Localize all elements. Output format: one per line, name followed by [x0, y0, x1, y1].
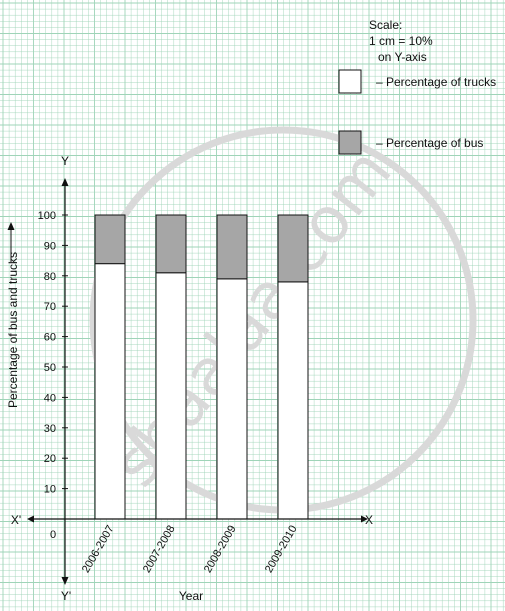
- bar-bus-1: [94, 214, 126, 265]
- y-tick-label: 100: [38, 210, 56, 222]
- y-ticks: 10 20 30 40 50 60 70 80 90 100: [38, 210, 68, 496]
- origin-label: 0: [50, 529, 56, 541]
- axis-label-x-pos: X: [365, 513, 373, 527]
- axis-label-y-pos: Y: [61, 154, 69, 168]
- y-tick-label: 50: [44, 362, 56, 374]
- scale-note: Scale: 1 cm = 10% on Y-axis: [369, 18, 433, 64]
- legend-swatch-trucks: [338, 69, 362, 94]
- scale-line-3: on Y-axis: [378, 50, 427, 64]
- bar-trucks-3: [216, 278, 248, 520]
- bar-trucks-4: [277, 281, 309, 520]
- bar-bus-3: [216, 214, 248, 280]
- bar-bus-2: [155, 214, 187, 274]
- x-category-label: 2007-2008: [141, 524, 178, 576]
- y-tick-label: 80: [44, 271, 56, 283]
- x-axis-label: Year: [179, 589, 203, 603]
- x-axis-arrow-neg: [27, 515, 34, 523]
- x-axis-arrow: [361, 515, 368, 523]
- y-tick-label: 60: [44, 332, 56, 344]
- y-axis-title: Percentage of bus and trucks: [6, 252, 20, 408]
- bar-trucks-2: [155, 272, 187, 520]
- y-tick-label: 40: [44, 392, 56, 404]
- legend: – Percentage of trucks – Percentage of b…: [338, 69, 496, 155]
- y-axis-label: Percentage of bus and trucks: [6, 252, 20, 408]
- y-tick-label: 20: [44, 453, 56, 465]
- x-category-label: 2008-2009: [202, 524, 239, 576]
- bar-bus-4: [277, 214, 309, 283]
- axes: [27, 178, 368, 585]
- bar-trucks-1: [94, 263, 126, 520]
- scale-line-2: 1 cm = 10%: [369, 34, 433, 48]
- y-tick-label: 30: [44, 423, 56, 435]
- x-category-label: 2009-2010: [263, 524, 300, 576]
- bars: [94, 214, 309, 520]
- y-tick-label: 70: [44, 301, 56, 313]
- axis-label-y-neg: Y': [61, 589, 71, 603]
- y-tick-label: 10: [44, 484, 56, 496]
- y-axis-title-arrow: [7, 222, 15, 262]
- legend-label-bus: – Percentage of bus: [376, 136, 483, 150]
- y-axis-arrow: [61, 178, 69, 186]
- y-tick-label: 90: [44, 240, 56, 252]
- legend-swatch-bus: [338, 130, 362, 155]
- y-axis-arrow-neg: [61, 577, 69, 585]
- axis-label-x-neg: X': [11, 513, 21, 527]
- x-category-label: 2006-2007: [80, 524, 117, 576]
- scale-line-1: Scale:: [369, 18, 402, 32]
- legend-label-trucks: – Percentage of trucks: [376, 75, 496, 89]
